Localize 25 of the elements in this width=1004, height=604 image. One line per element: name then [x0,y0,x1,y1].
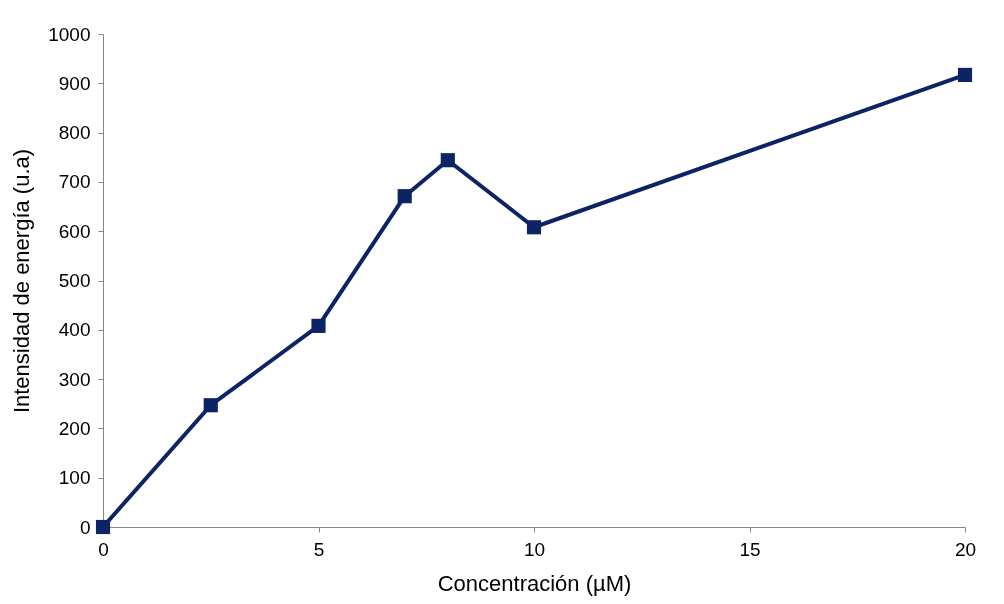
y-tick-label: 600 [58,220,91,242]
point [203,398,218,413]
y-tick-label: 900 [58,72,91,94]
point [526,220,542,235]
point [440,153,455,168]
point [95,519,111,535]
y-tick-label: 1000 [48,23,91,45]
point [311,318,326,333]
x-tick-label: 15 [739,538,761,560]
x-tick-label: 20 [954,538,977,560]
y-axis-title: Intensidad de energía (u.a) [9,148,35,414]
x-axis-title: Concentración (µM) [437,570,632,596]
y-tick-label: 200 [58,417,91,439]
x-tick-label: 10 [523,538,546,560]
x-tick-label: 5 [313,538,325,560]
y-tick-label: 300 [58,368,91,390]
y-tick-label: 0 [79,516,91,538]
y-tick-label: 500 [58,270,91,291]
x-tick-label: 0 [98,538,109,560]
point [957,67,973,82]
point [397,189,412,204]
y-tick-label: 400 [58,319,91,341]
y-tick-label: 700 [58,171,91,193]
y-tick-label: 800 [58,122,91,144]
y-tick-label: 100 [58,467,91,489]
